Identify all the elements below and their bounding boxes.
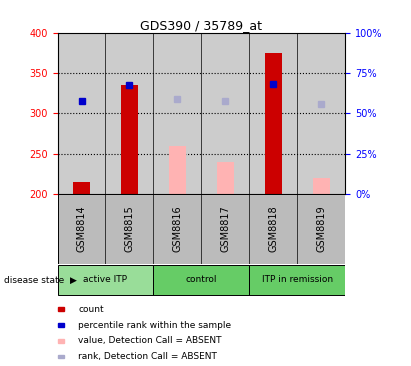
Text: active ITP: active ITP	[83, 276, 127, 284]
Bar	[265, 53, 282, 194]
Text: disease state  ▶: disease state ▶	[4, 276, 77, 284]
FancyBboxPatch shape	[58, 265, 153, 295]
Text: percentile rank within the sample: percentile rank within the sample	[78, 321, 231, 329]
Text: GSM8819: GSM8819	[316, 205, 326, 252]
Text: rank, Detection Call = ABSENT: rank, Detection Call = ABSENT	[78, 352, 217, 361]
Bar	[121, 85, 138, 194]
Bar	[73, 182, 90, 194]
Bar	[313, 178, 330, 194]
Text: control: control	[186, 276, 217, 284]
FancyBboxPatch shape	[153, 265, 249, 295]
Text: count: count	[78, 305, 104, 314]
Text: GSM8815: GSM8815	[125, 205, 134, 252]
Text: GSM8816: GSM8816	[173, 205, 182, 252]
FancyBboxPatch shape	[249, 265, 345, 295]
Text: GSM8814: GSM8814	[76, 205, 86, 252]
Bar	[169, 146, 186, 194]
Text: GSM8818: GSM8818	[268, 205, 278, 252]
Text: GSM8817: GSM8817	[220, 205, 230, 252]
Text: value, Detection Call = ABSENT: value, Detection Call = ABSENT	[78, 336, 222, 345]
Title: GDS390 / 35789_at: GDS390 / 35789_at	[141, 19, 262, 32]
Text: ITP in remission: ITP in remission	[262, 276, 333, 284]
Bar	[217, 162, 234, 194]
